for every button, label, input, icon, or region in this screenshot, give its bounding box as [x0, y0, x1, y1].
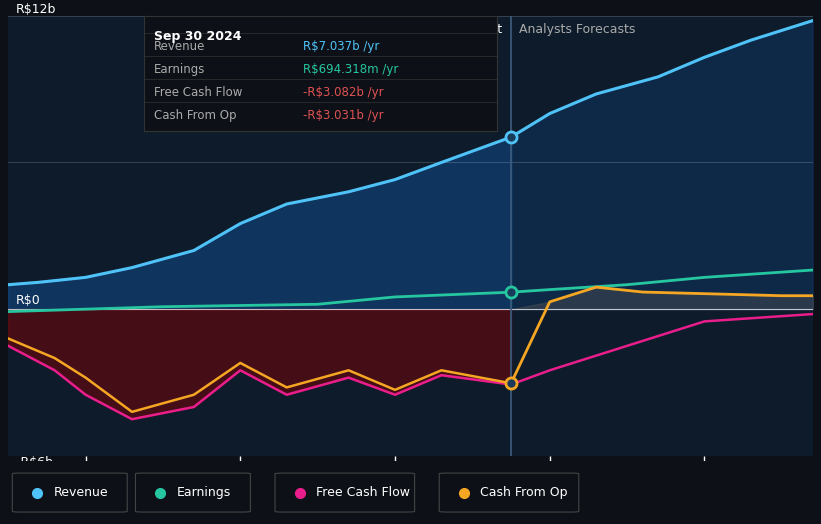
Text: -R$3.031b /yr: -R$3.031b /yr [302, 109, 383, 122]
Text: Revenue: Revenue [154, 40, 205, 53]
Text: Free Cash Flow: Free Cash Flow [154, 86, 243, 99]
Text: Earnings: Earnings [177, 486, 231, 499]
Text: -R$6b: -R$6b [16, 456, 53, 469]
Text: R$0: R$0 [16, 294, 41, 307]
Text: Earnings: Earnings [154, 63, 205, 76]
Text: R$694.318m /yr: R$694.318m /yr [302, 63, 398, 76]
Text: Free Cash Flow: Free Cash Flow [316, 486, 410, 499]
Text: Revenue: Revenue [53, 486, 108, 499]
Text: -R$3.082b /yr: -R$3.082b /yr [302, 86, 383, 99]
Text: Sep 30 2024: Sep 30 2024 [154, 29, 241, 42]
Text: Analysts Forecasts: Analysts Forecasts [519, 23, 635, 36]
Text: R$7.037b /yr: R$7.037b /yr [302, 40, 379, 53]
Text: Cash From Op: Cash From Op [480, 486, 568, 499]
Text: Cash From Op: Cash From Op [154, 109, 236, 122]
Text: Past: Past [477, 23, 503, 36]
Text: R$12b: R$12b [16, 3, 57, 16]
